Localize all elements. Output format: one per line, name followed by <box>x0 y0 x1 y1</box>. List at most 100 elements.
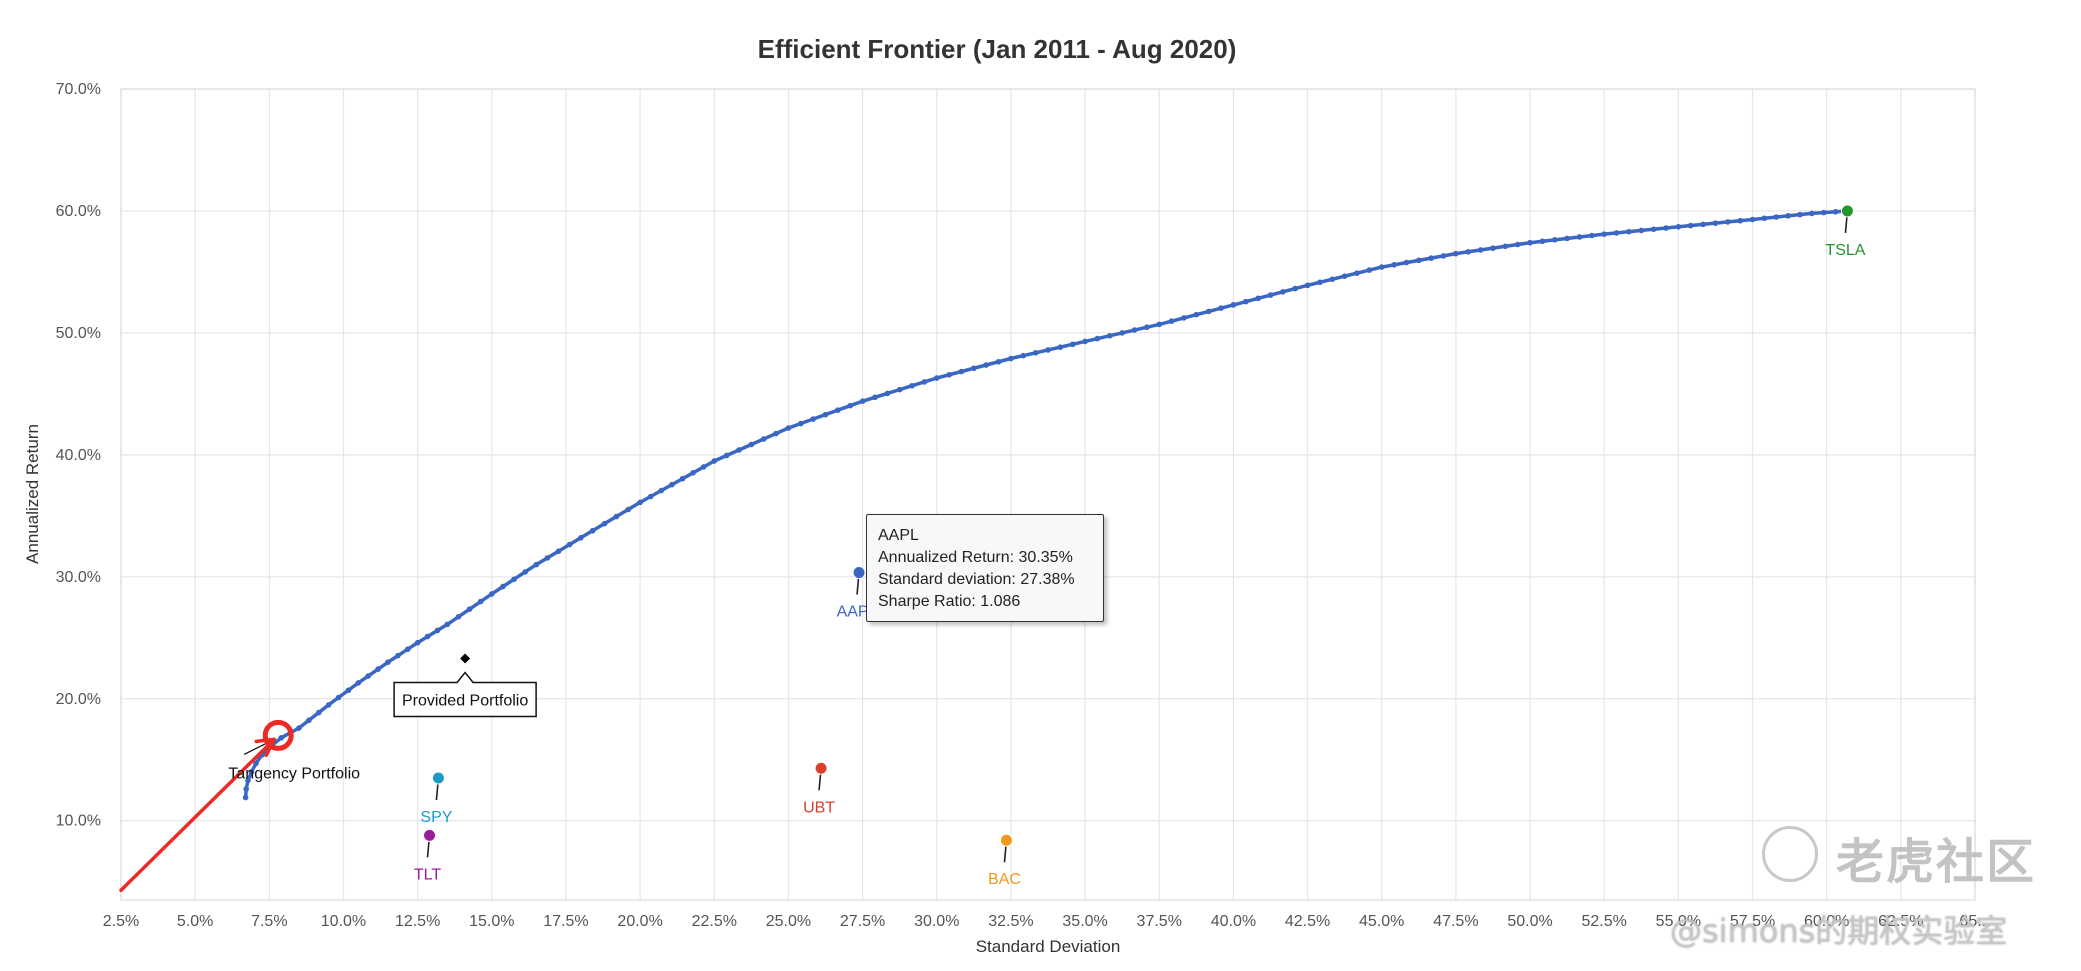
x-tick-label: 22.5% <box>692 913 737 930</box>
frontier-point <box>1773 214 1780 220</box>
y-tick-label: 70.0% <box>56 81 101 98</box>
x-tick-label: 17.5% <box>543 913 588 930</box>
frontier-point <box>1465 249 1472 255</box>
tsla-point <box>1840 204 1854 218</box>
tlt-point <box>423 828 437 842</box>
x-tick-label: 15.0% <box>469 913 514 930</box>
plot-border <box>120 88 1976 901</box>
x-tick-label: 62.5% <box>1878 913 1923 930</box>
frontier-point <box>1267 292 1274 298</box>
frontier-point <box>1761 215 1768 222</box>
tsla-label: TSLA <box>1825 242 1865 259</box>
frontier-point <box>544 555 551 561</box>
ubt-point <box>814 761 828 775</box>
frontier-point <box>1378 264 1385 270</box>
frontier-point <box>466 606 473 612</box>
spy-point <box>431 771 445 785</box>
frontier-point <box>1032 350 1039 356</box>
frontier-point <box>1292 285 1298 292</box>
tooltip-std: Standard deviation: 27.38% <box>878 571 1075 588</box>
tooltip-sharpe: Sharpe Ratio: 1.086 <box>878 593 1021 610</box>
frontier-point <box>983 362 989 368</box>
frontier-point <box>385 659 391 665</box>
frontier-point <box>637 499 643 506</box>
frontier-point <box>424 633 431 640</box>
frontier-point <box>1453 250 1459 257</box>
frontier-point <box>1341 273 1348 280</box>
x-tick-label: 35.0% <box>1062 913 1107 930</box>
frontier-point <box>365 673 372 679</box>
frontier-point <box>248 769 255 775</box>
frontier-point <box>909 382 915 389</box>
y-tick-label: 50.0% <box>56 325 101 342</box>
frontier-point <box>1366 267 1373 273</box>
frontier-point <box>1082 338 1088 345</box>
provided-portfolio-marker <box>460 653 471 664</box>
frontier-point <box>500 583 506 590</box>
frontier-point <box>711 458 718 464</box>
y-axis-label: Annualized Return <box>23 424 42 564</box>
x-tick-label: 25.0% <box>766 913 811 930</box>
provided-portfolio-callout <box>393 671 537 718</box>
frontier-point <box>296 725 302 731</box>
frontier-point <box>1230 302 1237 308</box>
frontier-point <box>1589 232 1595 239</box>
frontier-point <box>1416 257 1422 264</box>
tooltip-title: AAPL <box>878 527 919 544</box>
frontier-point <box>1490 245 1496 251</box>
frontier-point <box>1797 211 1803 218</box>
frontier-point <box>1749 216 1756 223</box>
x-tick-label: 65... <box>1959 913 1990 930</box>
x-tick-label: 50.0% <box>1507 913 1552 930</box>
x-tick-label: 40.0% <box>1211 913 1256 930</box>
frontier-point <box>577 534 584 541</box>
frontier-point <box>1168 318 1175 324</box>
frontier-point <box>995 358 1002 365</box>
frontier-point <box>414 639 421 646</box>
frontier-point <box>760 436 767 442</box>
x-tick-label: 10.0% <box>321 913 366 930</box>
asset-points: TSLA AAPL UBT BAC SPY TLT <box>414 204 1866 888</box>
frontier-point <box>1156 321 1163 328</box>
frontier-point <box>1737 217 1743 224</box>
frontier-point <box>1329 276 1336 283</box>
frontier-point <box>315 709 322 716</box>
frontier-point <box>242 794 249 801</box>
x-tick-label: 32.5% <box>988 913 1033 930</box>
frontier-point <box>444 621 451 628</box>
frontier-point <box>1564 235 1570 242</box>
frontier-point <box>345 687 352 694</box>
x-tick-label: 60.0% <box>1804 913 1849 930</box>
x-tick-label: 52.5% <box>1582 913 1627 930</box>
tooltip-return: Annualized Return: 30.35% <box>878 549 1073 566</box>
frontier-point <box>375 666 381 672</box>
frontier-point <box>1317 279 1323 286</box>
x-tick-label: 57.5% <box>1730 913 1775 930</box>
frontier-point <box>555 548 562 555</box>
x-tick-label: 2.5% <box>103 913 139 930</box>
frontier-point <box>1700 221 1706 228</box>
frontier-point <box>658 487 665 494</box>
frontier-point <box>243 786 249 792</box>
ubt-label: UBT <box>803 799 835 816</box>
frontier-point <box>477 598 484 605</box>
x-tick-label: 55.0% <box>1656 913 1701 930</box>
aapl-tooltip: AAPL Annualized Return: 30.35% Standard … <box>866 514 1104 622</box>
frontier-point <box>1650 226 1657 233</box>
bac-point <box>999 833 1013 847</box>
frontier-point <box>1539 238 1546 245</box>
frontier-point <box>1218 305 1224 311</box>
frontier-point <box>1663 225 1669 231</box>
frontier-point <box>589 527 596 534</box>
frontier-point <box>1144 324 1150 331</box>
frontier-point <box>1601 231 1607 237</box>
frontier-point <box>1391 262 1397 268</box>
tangency-portfolio-label: Tangency Portfolio <box>228 765 360 782</box>
frontier-point <box>1785 213 1791 219</box>
frontier-point <box>613 513 620 520</box>
frontier-point <box>1428 255 1434 261</box>
frontier-point <box>1008 355 1014 362</box>
frontier-point <box>1354 270 1360 276</box>
highlight-arrow <box>119 737 276 892</box>
